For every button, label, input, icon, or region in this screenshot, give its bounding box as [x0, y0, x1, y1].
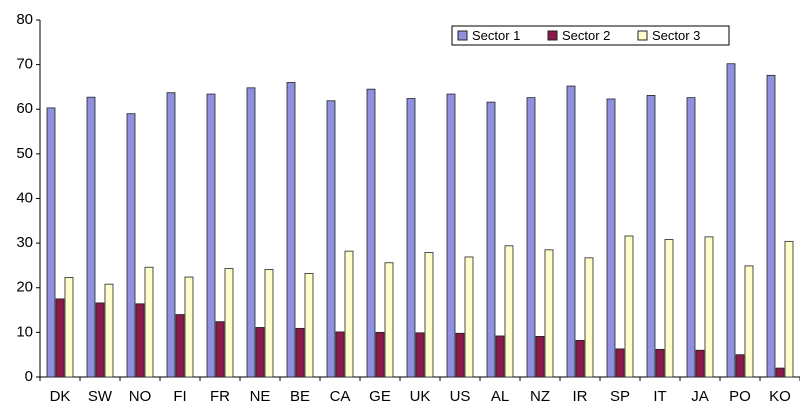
legend-swatch — [637, 30, 648, 41]
bar — [95, 302, 105, 378]
bar — [375, 331, 385, 378]
x-tick-label: NE — [250, 388, 271, 405]
bar — [415, 332, 425, 378]
y-tick-label: 60 — [16, 100, 33, 117]
x-tick-label: UK — [410, 388, 431, 405]
bar — [464, 256, 474, 378]
legend-label: Sector 1 — [472, 28, 520, 43]
bar — [175, 314, 185, 378]
x-tick-label: FI — [173, 388, 186, 405]
bar — [695, 349, 705, 378]
x-tick-label: JA — [691, 388, 709, 405]
bar — [624, 235, 634, 378]
y-tick-label: 20 — [16, 279, 33, 296]
x-tick-label: PO — [729, 388, 751, 405]
x-tick-label: NZ — [530, 388, 550, 405]
bar — [255, 327, 265, 378]
bar — [55, 298, 65, 378]
bar — [735, 354, 745, 378]
x-tick-label: US — [450, 388, 471, 405]
y-tick-label: 70 — [16, 56, 33, 73]
bar — [784, 240, 794, 378]
bar — [504, 245, 514, 378]
y-tick-label: 50 — [16, 145, 33, 162]
x-tick-label: FR — [210, 388, 230, 405]
y-tick-label: 80 — [16, 11, 33, 28]
bar — [575, 340, 585, 378]
bar — [335, 331, 345, 378]
bar — [135, 303, 145, 378]
x-tick-label: NO — [129, 388, 152, 405]
legend-box — [451, 25, 730, 46]
bar — [104, 283, 114, 378]
x-tick-label: DK — [50, 388, 71, 405]
bar — [224, 268, 234, 378]
bar — [766, 74, 776, 378]
bar — [304, 273, 314, 378]
bar — [704, 236, 714, 378]
bar — [46, 107, 56, 378]
bar — [166, 92, 176, 378]
bar — [64, 277, 74, 378]
bar — [726, 63, 736, 378]
x-tick-label: KO — [769, 388, 791, 405]
y-tick-label: 40 — [16, 189, 33, 206]
bar — [144, 266, 154, 378]
bar — [446, 93, 456, 378]
bar — [544, 249, 554, 378]
bar — [744, 265, 754, 378]
legend-swatch — [457, 30, 468, 41]
bar — [584, 257, 594, 378]
legend-swatch — [547, 30, 558, 41]
bar — [535, 335, 545, 378]
bar — [566, 85, 576, 378]
bar — [486, 101, 496, 378]
y-tick-label: 30 — [16, 234, 33, 251]
bar — [286, 82, 296, 378]
x-tick-label: IT — [653, 388, 666, 405]
bar — [344, 250, 354, 378]
bar — [366, 88, 376, 378]
bar — [184, 276, 194, 378]
bar — [646, 95, 656, 378]
bar — [615, 348, 625, 378]
x-tick-label: IR — [573, 388, 588, 405]
bar — [526, 97, 536, 378]
bar — [664, 239, 674, 378]
y-tick-label: 0 — [25, 368, 33, 385]
bar — [326, 100, 336, 378]
bar — [406, 98, 416, 378]
bar — [686, 97, 696, 378]
bar — [206, 93, 216, 378]
bar — [495, 335, 505, 378]
bar — [126, 113, 136, 378]
bar — [455, 332, 465, 378]
legend-label: Sector 2 — [562, 28, 610, 43]
x-tick-label: SW — [88, 388, 113, 405]
bar — [775, 367, 785, 378]
bar — [424, 252, 434, 378]
y-tick-label: 10 — [16, 323, 33, 340]
x-tick-label: SP — [610, 388, 630, 405]
x-tick-label: GE — [369, 388, 391, 405]
bar — [655, 348, 665, 378]
bar — [86, 96, 96, 378]
bar — [606, 98, 616, 378]
legend-label: Sector 3 — [652, 28, 700, 43]
x-tick-label: CA — [330, 388, 351, 405]
bar — [215, 321, 225, 378]
bar — [384, 262, 394, 378]
bar — [264, 269, 274, 378]
x-tick-label: BE — [290, 388, 310, 405]
bar — [246, 87, 256, 378]
bar — [295, 327, 305, 378]
x-tick-label: AL — [491, 388, 509, 405]
